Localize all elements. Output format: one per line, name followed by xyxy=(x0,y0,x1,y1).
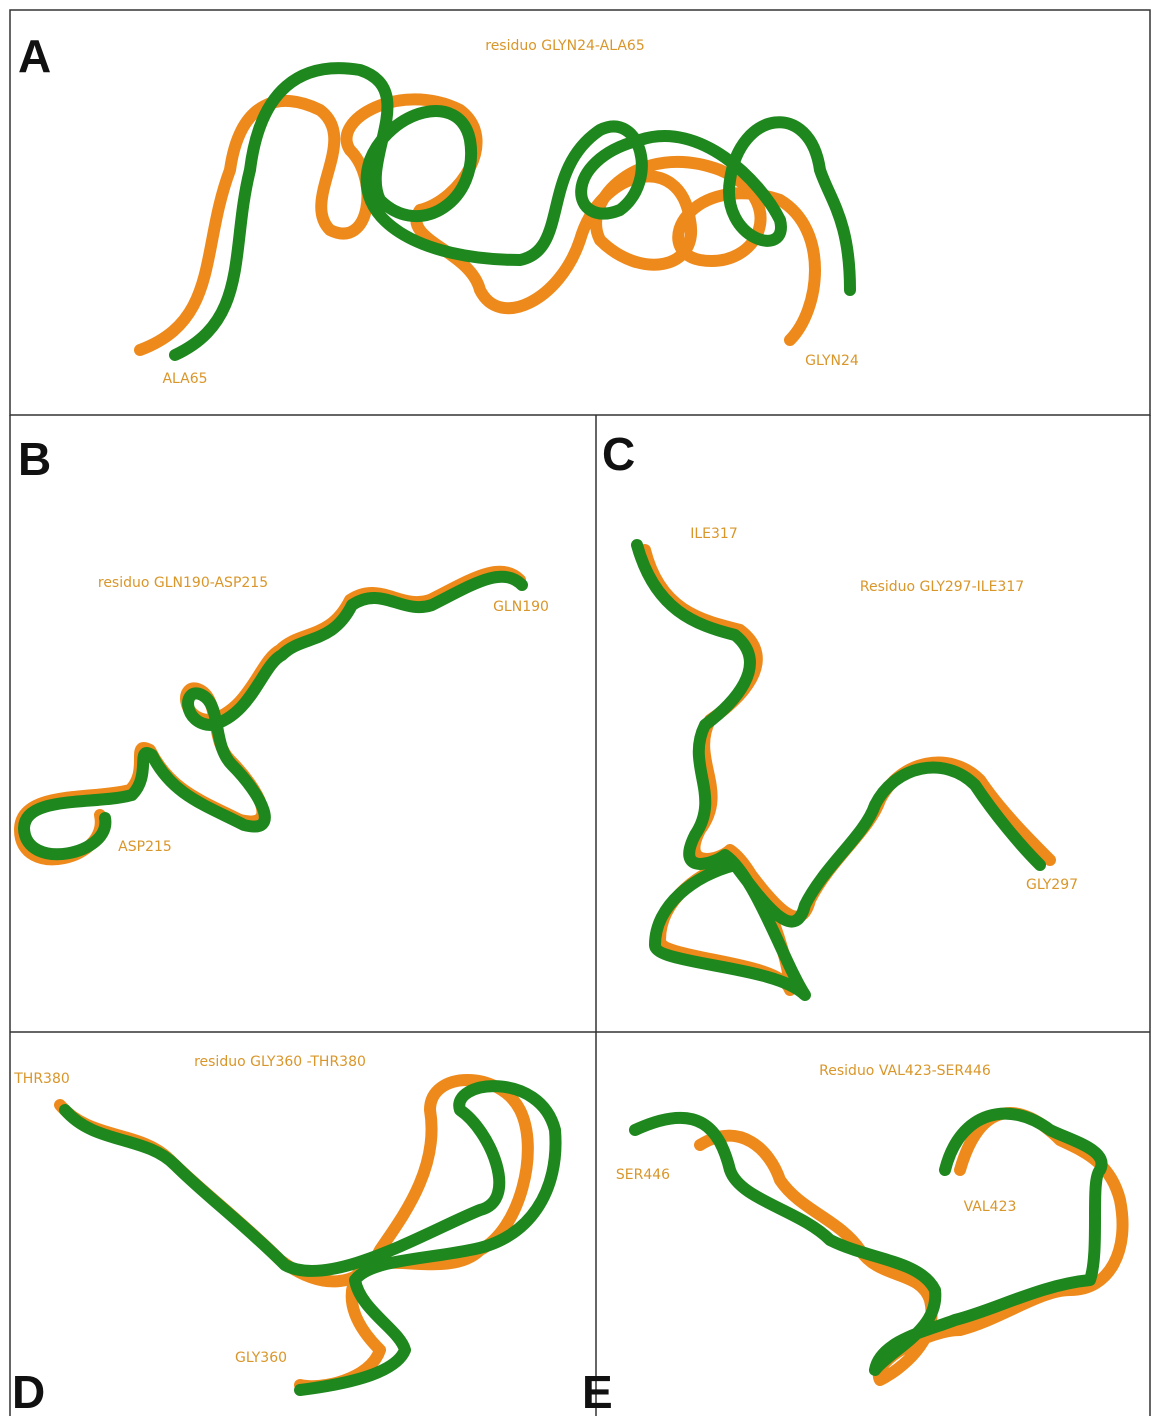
panel-letter: D xyxy=(12,1366,45,1416)
residue-label: GLN190 xyxy=(493,599,549,615)
panel-title: residuo GLN190-ASP215 xyxy=(98,575,268,591)
residue-label: VAL423 xyxy=(964,1199,1017,1215)
panel-letter: B xyxy=(18,433,51,485)
residue-label: GLY297 xyxy=(1026,877,1078,893)
figure: A residuo GLYN24-ALA65 ALA65 GLYN24 B re… xyxy=(0,0,1151,1416)
panel-letter: C xyxy=(602,428,635,480)
ribbon-b xyxy=(20,572,522,860)
residue-label: ASP215 xyxy=(118,839,172,855)
ribbon-c xyxy=(637,545,1050,995)
ribbon-e xyxy=(635,1113,1123,1380)
ribbon-a xyxy=(140,68,850,355)
panel-letter: E xyxy=(582,1366,613,1416)
residue-label: ILE317 xyxy=(690,526,738,542)
panel-title: Residuo GLY297-ILE317 xyxy=(860,579,1024,595)
residue-label: THR380 xyxy=(13,1071,70,1087)
panel-letter: A xyxy=(18,30,51,82)
residue-label: SER446 xyxy=(616,1167,670,1183)
panel-title: Residuo VAL423-SER446 xyxy=(819,1063,991,1079)
panel-title: residuo GLY360 -THR380 xyxy=(194,1054,366,1070)
panel-title: residuo GLYN24-ALA65 xyxy=(485,38,644,54)
residue-label: GLYN24 xyxy=(805,353,859,369)
residue-label: ALA65 xyxy=(162,371,207,387)
residue-label: GLY360 xyxy=(235,1350,287,1366)
ribbon-d xyxy=(60,1080,556,1390)
